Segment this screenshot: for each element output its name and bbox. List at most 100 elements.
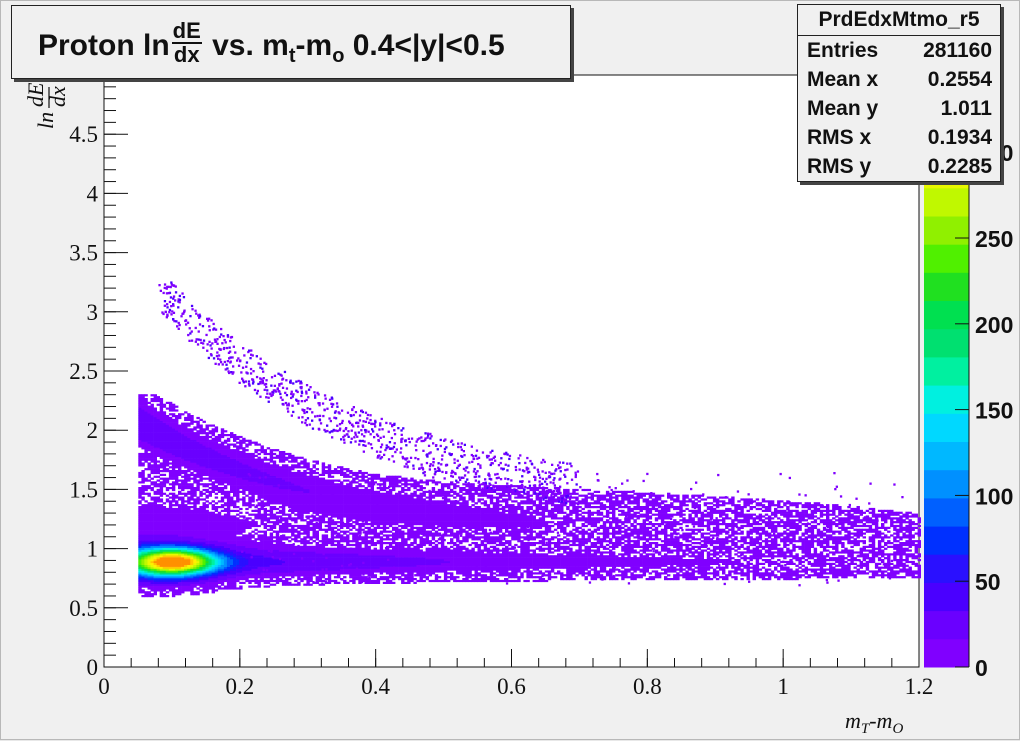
heatmap-cell [257,585,261,588]
heatmap-cell [147,449,151,452]
heatmap-cell [272,498,277,501]
heatmap-cell [141,560,145,564]
heatmap-cell [226,513,231,516]
heatmap-cell [156,488,160,492]
heatmap-cell [214,560,219,564]
heatmap-cell [230,462,234,465]
heatmap-cell [285,500,289,503]
heatmap-cell [309,579,313,583]
heatmap-cell [171,496,176,499]
heatmap-cell [165,536,170,539]
heatmap-cell [214,488,219,492]
heatmap-cell [193,524,197,528]
heatmap-cell [300,562,304,565]
heatmap-cell [288,470,292,473]
heatmap-cell [260,553,264,556]
heatmap-cell [226,511,231,514]
heatmap-cell [153,464,157,467]
heatmap-cell [159,483,164,486]
heatmap-cell [217,511,222,514]
heatmap-cell [291,553,295,556]
heatmap-cell [165,441,170,444]
heatmap-cell [236,451,240,454]
heatmap-cell [330,523,335,526]
heatmap-cell [260,481,264,484]
heatmap-cell [141,445,145,448]
heatmap-cell [147,479,151,482]
heatmap-cell [327,528,332,531]
heatmap-cell [156,449,160,452]
heatmap-cell [196,420,200,423]
heatmap-cell [337,485,341,488]
heatmap-cell [153,591,157,594]
heatmap-cell [251,579,255,583]
heatmap-cell [226,498,231,501]
heatmap-cell [251,452,255,456]
heatmap-cell [337,572,341,575]
heatmap-cell [196,557,200,560]
heatmap-cell [230,538,234,541]
heatmap-cell [159,513,164,516]
heatmap-cell [269,517,274,520]
heatmap-cell [269,547,274,550]
heatmap-cell [144,536,148,539]
heatmap-cell [184,439,188,442]
heatmap-cell [223,557,228,560]
heatmap-cell [223,462,228,465]
heatmap-cell [242,553,246,556]
heatmap-cell [199,542,203,545]
heatmap-cell [260,559,264,562]
heatmap-cell [144,399,148,403]
heatmap-cell [178,458,182,461]
heatmap-cell [193,466,197,469]
heatmap-cell [306,549,310,552]
heatmap-cell [340,504,344,507]
heatmap-cell [202,568,206,571]
heatmap-cell [184,557,188,560]
heatmap-cell [291,468,295,471]
heatmap-cell [162,576,167,579]
heatmap-cell [327,574,332,577]
heatmap-cell [327,513,332,516]
heatmap-cell [266,568,271,571]
heatmap-cell [312,504,316,507]
heatmap-cell [171,441,176,444]
heatmap-cell [181,591,185,594]
heatmap-cell [239,536,243,539]
heatmap-cell [175,447,179,450]
heatmap-cell [346,496,350,499]
heatmap-cell [230,449,234,452]
heatmap-cell [147,494,151,497]
heatmap-cell [226,479,231,482]
heatmap-cell [346,570,350,573]
heatmap-cell [141,570,145,573]
heatmap-cell [239,585,243,588]
heatmap-cell [346,581,350,584]
heatmap-cell [220,576,225,579]
heatmap-cell [171,449,176,452]
heatmap-cell [159,432,164,435]
heatmap-cell [327,559,332,562]
heatmap-cell [220,540,225,543]
heatmap-cell [346,557,350,560]
heatmap-cell [153,578,157,581]
heatmap-cell [153,523,157,526]
heatmap-cell [217,434,222,437]
heatmap-cell [291,564,295,567]
heatmap-cell [165,530,170,533]
heatmap-cell [233,500,237,503]
heatmap-cell [181,517,185,520]
heatmap-cell [226,492,231,495]
heatmap-cell [208,564,212,567]
heatmap-cell [181,458,185,461]
heatmap-cell [196,441,200,444]
heatmap-cell [251,490,255,493]
heatmap-cell [153,589,157,592]
heatmap-cell [144,524,148,528]
heatmap-cell [159,407,164,410]
heatmap-cell [263,515,267,518]
heatmap-cell [318,549,322,552]
heatmap-cell [309,496,313,499]
heatmap-cell [269,473,274,476]
